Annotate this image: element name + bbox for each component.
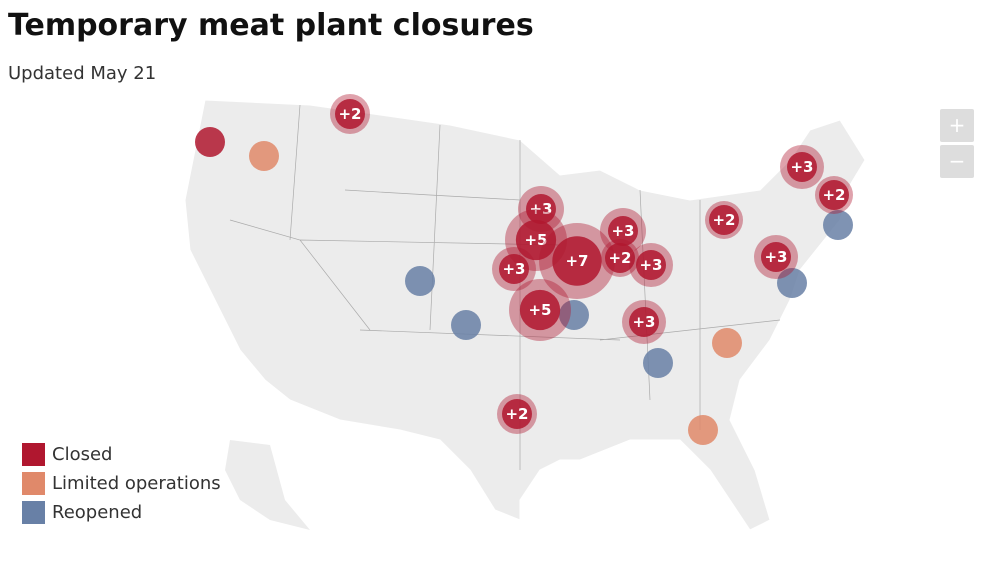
cluster-label: +5: [528, 301, 551, 319]
plant-marker: [688, 415, 718, 445]
cluster-marker: +3: [518, 186, 564, 232]
cluster-label: +3: [790, 158, 813, 176]
cluster-core: [502, 399, 532, 429]
cluster-marker: +7: [539, 223, 615, 299]
cluster-marker: +3: [492, 247, 536, 291]
cluster-label: +7: [565, 252, 588, 270]
cluster-label: +3: [611, 222, 634, 240]
cluster-marker: +2: [815, 176, 853, 214]
plant-marker: [823, 210, 853, 240]
cluster-label: +2: [505, 405, 528, 423]
cluster-marker: +3: [780, 145, 824, 189]
cluster-core: [519, 289, 561, 331]
plant-marker: [712, 328, 742, 358]
title: Temporary meat plant closures: [8, 8, 534, 43]
cluster-core: [608, 216, 638, 246]
zoom-in-button[interactable]: +: [940, 109, 974, 142]
cluster-marker: +5: [509, 279, 571, 341]
cluster-core: [636, 250, 666, 280]
legend-label: Reopened: [52, 502, 142, 523]
cluster-label: +3: [502, 260, 525, 278]
cluster-marker: +3: [622, 300, 666, 344]
cluster-core: [629, 307, 659, 337]
cluster-marker: +3: [629, 243, 673, 287]
plant-marker: [405, 266, 435, 296]
plant-marker: [249, 141, 279, 171]
cluster-label: +3: [764, 248, 787, 266]
cluster-core: [709, 205, 739, 235]
cluster-core: [787, 152, 817, 182]
subtitle: Updated May 21: [8, 63, 157, 84]
plant-marker: [451, 310, 481, 340]
zoom-out-button[interactable]: −: [940, 145, 974, 178]
state-borders: [229, 104, 781, 470]
cluster-marker: +3: [600, 208, 646, 254]
cluster-label: +2: [608, 249, 631, 267]
cluster-marker: +2: [497, 394, 537, 434]
cluster-marker: +2: [705, 201, 743, 239]
cluster-label: +3: [529, 200, 552, 218]
cluster-marker: +3: [754, 235, 798, 279]
legend-label: Limited operations: [52, 473, 221, 494]
legend-swatch: [22, 501, 45, 524]
cluster-core: [335, 99, 365, 129]
cluster-core: [499, 254, 529, 284]
cluster-marker: +2: [601, 239, 639, 277]
cluster-core: [515, 219, 557, 261]
cluster-label: +2: [712, 211, 735, 229]
plant-marker: [195, 127, 225, 157]
cluster-label: +2: [338, 105, 361, 123]
cluster-marker: +2: [330, 94, 370, 134]
cluster-core: [605, 243, 635, 273]
alaska-outline: [225, 440, 310, 530]
legend-label: Closed: [52, 444, 112, 465]
cluster-core: [819, 180, 849, 210]
cluster-label: +2: [822, 186, 845, 204]
legend-swatch: [22, 443, 45, 466]
cluster-label: +3: [632, 313, 655, 331]
legend-swatch: [22, 472, 45, 495]
cluster-label: +5: [524, 231, 547, 249]
cluster-core: [761, 242, 791, 272]
plant-marker: [777, 268, 807, 298]
cluster-label: +3: [639, 256, 662, 274]
plant-marker: [643, 348, 673, 378]
plant-marker: [559, 300, 589, 330]
cluster-core: [552, 236, 602, 286]
cluster-core: [526, 194, 556, 224]
